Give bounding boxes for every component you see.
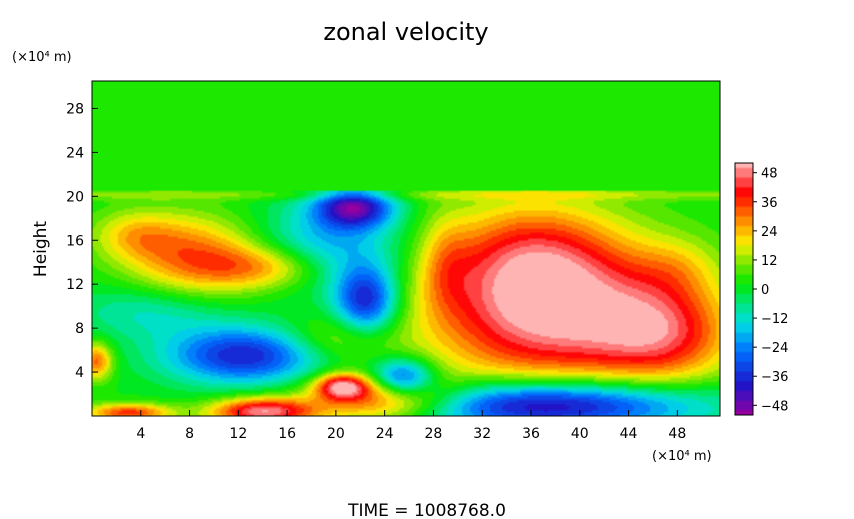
colorbar: 48 36 24 12 0 −12 −24 −36 −48 <box>734 162 788 416</box>
colorbar-gradient <box>735 163 753 415</box>
x-tick-label: 24 <box>376 426 394 442</box>
colorbar-tick-label: 24 <box>761 225 778 240</box>
y-tick-label: 12 <box>66 277 84 293</box>
heatmap-plot-area <box>91 80 721 417</box>
colorbar-tick-label: 0 <box>761 283 769 298</box>
y-tick-label: 16 <box>66 233 84 249</box>
x-tick-label: 28 <box>425 426 443 442</box>
colorbar-tick-label: −24 <box>761 341 788 356</box>
x-tick-label: 20 <box>327 426 345 442</box>
colorbar-tick-label: 12 <box>761 254 778 269</box>
colorbar-ticks: 48 36 24 12 0 −12 −24 −36 −48 <box>753 167 788 414</box>
plot-frame <box>91 80 721 417</box>
x-tick-label: 40 <box>571 426 589 442</box>
heatmap-field <box>92 81 720 416</box>
x-tick-label: 32 <box>473 426 491 442</box>
x-tick-label: 36 <box>522 426 540 442</box>
colorbar-tick-label: 36 <box>761 196 778 211</box>
y-tick-label: 24 <box>66 145 84 161</box>
x-unit-label: (×10⁴ m) <box>652 449 712 464</box>
x-tick-label: 48 <box>668 426 686 442</box>
colorbar-tick-label: −36 <box>761 370 788 385</box>
x-tick-label: 4 <box>136 426 145 442</box>
x-axis: 4 8 12 16 20 24 28 32 36 40 44 48 <box>136 410 686 442</box>
x-tick-label: 16 <box>278 426 296 442</box>
colorbar-tick-label: −12 <box>761 312 788 327</box>
time-label: TIME = 1008768.0 <box>347 501 506 519</box>
chart-title: zonal velocity <box>323 18 488 46</box>
y-tick-label: 28 <box>66 101 84 117</box>
y-unit-label: (×10⁴ m) <box>12 50 72 65</box>
x-tick-label: 44 <box>620 426 638 442</box>
x-tick-label: 12 <box>229 426 247 442</box>
y-axis: 4 8 12 16 20 24 28 <box>66 101 98 381</box>
y-tick-label: 8 <box>75 321 84 337</box>
colorbar-tick-label: 48 <box>761 167 778 182</box>
y-axis-label: Height <box>31 221 51 278</box>
colorbar-tick-label: −48 <box>761 399 788 414</box>
x-tick-label: 8 <box>185 426 194 442</box>
y-tick-label: 20 <box>66 189 84 205</box>
y-tick-label: 4 <box>75 365 84 381</box>
